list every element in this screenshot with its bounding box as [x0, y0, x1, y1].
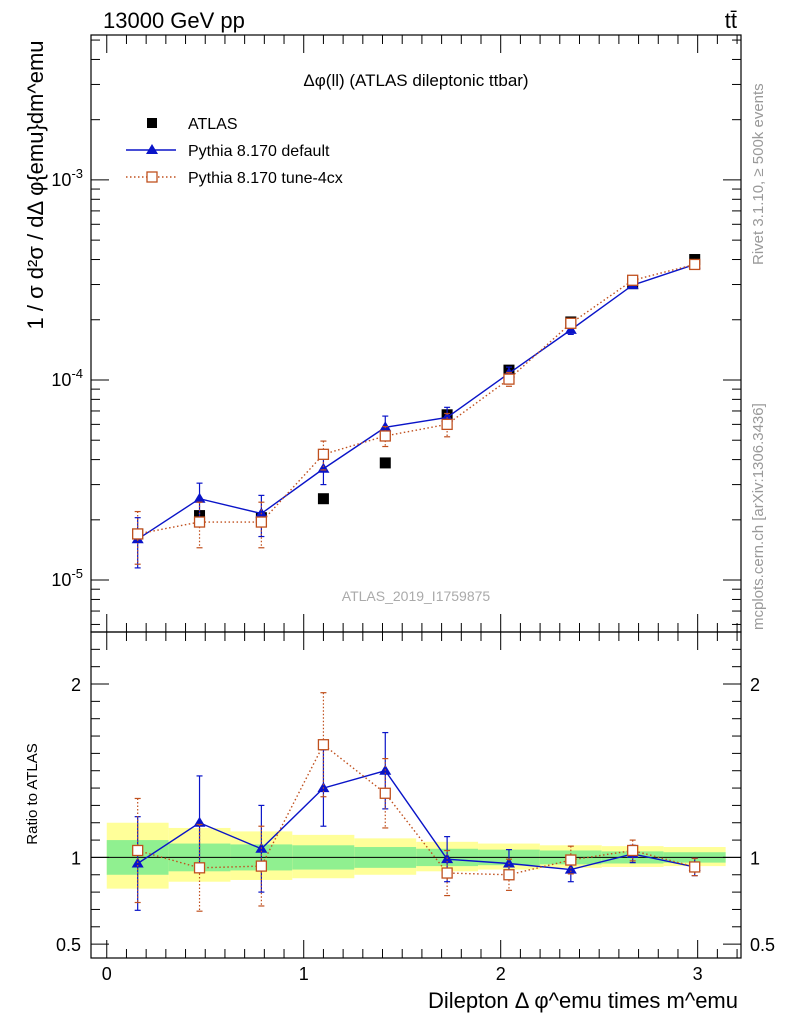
ratio-y-tick-label: 2 [71, 675, 81, 695]
main-line-pythia-8-170-default [137, 263, 695, 540]
main-point-pythia-8-170-tune-4cx [441, 418, 453, 431]
main-point-atlas [379, 457, 391, 469]
main-y-tick-label: 10-4 [51, 366, 83, 390]
main-point-atlas [317, 493, 329, 505]
legend-label-atlas: ATLAS [188, 116, 238, 133]
main-point-pythia-8-170-tune-4cx [193, 516, 206, 528]
ratio-point-pythia-8-170-tune-4cx [255, 860, 268, 872]
legend-marker-tune4cx [146, 171, 158, 183]
main-point-pythia-8-170-tune-4cx [255, 516, 268, 528]
ratio-y-tick-label: 0.5 [56, 935, 81, 955]
main-axes: 10-5 10-4 10-3 [51, 34, 742, 633]
main-point-pythia-8-170-tune-4cx [565, 317, 577, 329]
ratio-point-pythia-8-170-tune-4cx [503, 869, 515, 881]
ratio-data-marks [131, 692, 701, 912]
ratio-point-pythia-8-170-tune-4cx [689, 861, 701, 873]
main-data-marks [131, 254, 701, 569]
process-label: tt̄ [725, 8, 737, 33]
ratio-y-tick-label-right: 0.5 [750, 935, 775, 955]
main-point-pythia-8-170-default [193, 492, 206, 503]
ratio-point-pythia-8-170-tune-4cx [193, 862, 206, 874]
ratio-x-tick-label: 1 [299, 964, 309, 984]
ratio-ylabel: Ratio to ATLAS [24, 743, 41, 844]
ratio-x-tick-label: 2 [496, 964, 506, 984]
main-ylabel: 1 / σ d²σ / dΔ φ{emu}dm^emu [23, 40, 48, 329]
ratio-y-tick-label-right: 1 [750, 848, 760, 868]
ratio-x-tick-label: 0 [102, 964, 112, 984]
ratio-point-pythia-8-170-tune-4cx [441, 867, 453, 879]
ratio-xlabel: Dilepton Δ φ^emu times m^emu [428, 988, 738, 1013]
main-point-pythia-8-170-tune-4cx [503, 373, 515, 385]
mcplots-label: mcplots.cern.ch [arXiv:1306.3436] [750, 403, 767, 630]
ratio-line-pythia-8-170-default [137, 769, 695, 871]
main-point-pythia-8-170-tune-4cx [317, 448, 330, 460]
ratio-point-pythia-8-170-tune-4cx [317, 739, 330, 751]
ratio-point-pythia-8-170-tune-4cx [565, 854, 577, 866]
main-point-pythia-8-170-default [255, 507, 268, 518]
main-point-pythia-8-170-tune-4cx [132, 528, 144, 540]
energy-label: 13000 GeV pp [103, 8, 245, 33]
main-y-tick-label: 10-3 [51, 166, 83, 190]
main-line-pythia-8-170-tune-4cx [137, 263, 695, 535]
watermark-label: ATLAS_2019_I1759875 [342, 588, 491, 604]
ratio-point-pythia-8-170-tune-4cx [627, 844, 639, 857]
main-y-tick-label: 10-5 [51, 566, 83, 590]
legend-label-default: Pythia 8.170 default [188, 143, 330, 160]
ratio-frame [90, 631, 742, 959]
legend-marker-default [146, 144, 158, 154]
main-point-pythia-8-170-tune-4cx [379, 430, 391, 442]
ratio-y-tick-label: 1 [71, 848, 81, 868]
ratio-point-pythia-8-170-default [502, 857, 515, 868]
ratio-point-pythia-8-170-tune-4cx [379, 787, 391, 799]
ratio-point-pythia-8-170-tune-4cx [132, 844, 144, 857]
rivet-label: Rivet 3.1.10, ≥ 500k events [750, 83, 767, 265]
ratio-x-tick-label: 3 [693, 964, 703, 984]
ratio-y-tick-label-right: 2 [750, 675, 760, 695]
legend: ATLAS Pythia 8.170 default Pythia 8.170 … [126, 116, 343, 187]
ratio-axes: 0 1 2 3 0.5 0.5 1 1 2 2 [56, 631, 775, 984]
main-title: Δφ(ll) (ATLAS dileptonic ttbar) [303, 71, 528, 90]
main-point-pythia-8-170-tune-4cx [689, 258, 701, 271]
legend-label-tune4cx: Pythia 8.170 tune-4cx [188, 170, 343, 187]
ratio-point-pythia-8-170-default [317, 782, 330, 793]
legend-marker-atlas [147, 118, 157, 128]
main-point-pythia-8-170-tune-4cx [627, 274, 639, 286]
